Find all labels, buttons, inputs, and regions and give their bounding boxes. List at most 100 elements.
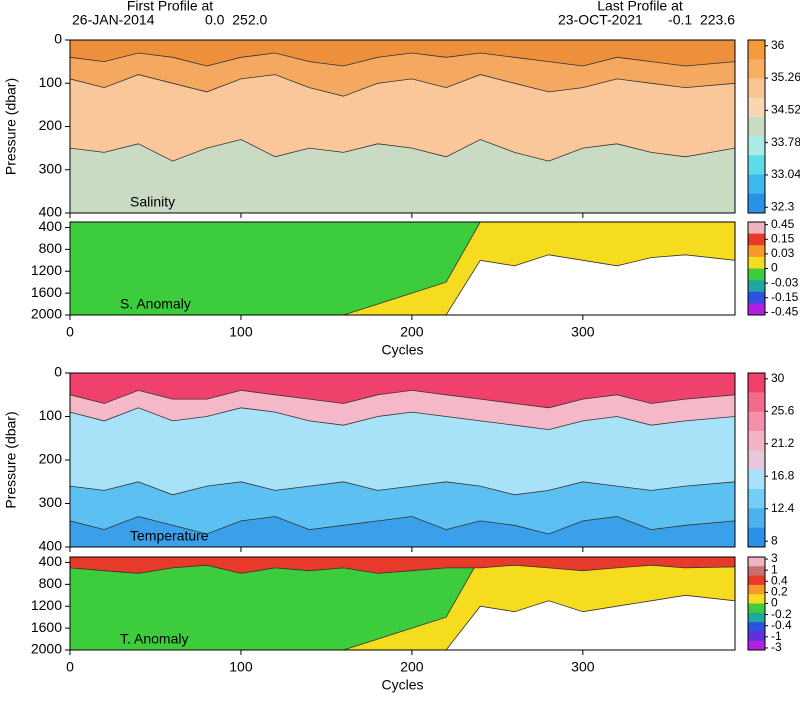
colorbar-band xyxy=(748,291,765,304)
y-tick-label: 300 xyxy=(39,160,63,176)
plot-frame xyxy=(69,556,736,651)
colorbar-band xyxy=(748,392,765,413)
colorbar-tick-label: 33.78 xyxy=(771,135,800,149)
colorbar-frame xyxy=(747,39,766,214)
y-axis-label: Pressure (dbar) xyxy=(3,411,19,508)
header-last-label: Last Profile at xyxy=(597,0,683,14)
x-tick-label: 0 xyxy=(66,324,74,340)
y-tick-label: 0 xyxy=(54,31,62,47)
y-tick-label: 400 xyxy=(39,538,63,554)
x-tick-label: 200 xyxy=(400,659,424,675)
y-tick-label: 400 xyxy=(39,553,63,569)
y-tick-label: 0 xyxy=(54,364,62,380)
plot-area xyxy=(70,40,735,213)
panel-label: S. Anomaly xyxy=(120,296,191,312)
colorbar-band xyxy=(748,622,765,632)
colorbar-tick-label: 34.52 xyxy=(771,103,800,117)
contour-line xyxy=(70,557,735,650)
header-first-pos: 0.0 252.0 xyxy=(205,12,267,28)
colorbar-band xyxy=(748,155,765,176)
y-tick-label: 800 xyxy=(39,240,63,256)
y-tick-label: 100 xyxy=(39,407,63,423)
colorbar-band xyxy=(748,256,765,269)
colorbar-frame xyxy=(747,372,766,548)
colorbar-tick-label: 36 xyxy=(771,38,785,52)
x-tick-label: 100 xyxy=(229,659,253,675)
plot-area xyxy=(70,222,735,315)
contour-line xyxy=(70,481,735,496)
colorbar-tick-label: 0.03 xyxy=(771,246,795,260)
y-tick-label: 1600 xyxy=(31,619,62,635)
colorbar-band xyxy=(748,193,765,214)
colorbar-band xyxy=(748,431,765,451)
colorbar-band xyxy=(748,40,765,60)
colorbar-tick-label: -0.45 xyxy=(771,305,799,319)
colorbar-band xyxy=(748,116,765,137)
colorbar-tick-label: 0 xyxy=(771,596,778,610)
colorbar-band xyxy=(748,566,765,577)
contour-line xyxy=(70,52,735,67)
contour-line xyxy=(70,139,735,162)
x-tick-label: 300 xyxy=(571,659,595,675)
colorbar-band xyxy=(748,557,765,567)
colorbar-band xyxy=(748,631,765,642)
x-tick-label: 100 xyxy=(229,324,253,340)
y-tick-label: 200 xyxy=(39,451,63,467)
x-axis-label: Cycles xyxy=(381,342,423,358)
header-first-label: First Profile at xyxy=(127,0,213,14)
colorbar-tick-label: 3 xyxy=(771,551,778,565)
colorbar-tick-label: 0.45 xyxy=(771,217,795,231)
contour-line xyxy=(70,254,735,315)
y-tick-label: 2000 xyxy=(31,641,62,657)
colorbar-tick-label: 16.8 xyxy=(771,468,795,482)
colorbar-tick-label: 0.4 xyxy=(771,573,788,587)
x-tick-label: 300 xyxy=(571,324,595,340)
colorbar-band xyxy=(748,603,765,614)
y-axis-label: Pressure (dbar) xyxy=(3,78,19,175)
panel-label: Salinity xyxy=(130,194,175,210)
header-first-date: 26-JAN-2014 xyxy=(72,12,155,28)
contour-line xyxy=(70,564,735,574)
y-tick-label: 1200 xyxy=(31,262,62,278)
colorbar-tick-label: -3 xyxy=(771,640,782,654)
colorbar-band xyxy=(748,450,765,471)
colorbar-tick-label: -0.03 xyxy=(771,275,799,289)
colorbar-tick-label: 0.2 xyxy=(771,585,788,599)
x-axis-label: Cycles xyxy=(381,677,423,693)
colorbar-band xyxy=(748,575,765,586)
colorbar-band xyxy=(748,508,765,529)
contour-line xyxy=(70,222,735,315)
contour-line xyxy=(70,74,735,97)
colorbar-band xyxy=(748,411,765,432)
contour-line xyxy=(70,594,735,650)
y-tick-label: 100 xyxy=(39,74,63,90)
colorbar-tick-label: 8 xyxy=(771,533,778,547)
colorbar-band xyxy=(748,489,765,509)
field-area xyxy=(70,373,735,408)
colorbar-band xyxy=(748,245,765,258)
plot-area xyxy=(70,373,735,547)
panel-label: T. Anomaly xyxy=(120,631,188,647)
y-tick-label: 300 xyxy=(39,494,63,510)
plot-frame xyxy=(69,221,736,316)
colorbar-tick-label: -1 xyxy=(771,629,782,643)
colorbar-tick-label: -0.4 xyxy=(771,618,792,632)
field-area xyxy=(70,222,735,315)
colorbar-band xyxy=(748,174,765,195)
field-area xyxy=(70,557,735,650)
colorbar-band xyxy=(748,78,765,99)
colorbar-band xyxy=(748,59,765,79)
y-tick-label: 400 xyxy=(39,204,63,220)
colorbar-tick-label: -0.15 xyxy=(771,290,799,304)
colorbar-band xyxy=(748,222,765,235)
colorbar-band xyxy=(748,594,765,604)
field-area xyxy=(70,40,735,66)
contour-line xyxy=(70,516,735,535)
colorbar-band xyxy=(748,233,765,246)
colorbar-tick-label: 1 xyxy=(771,562,778,576)
y-tick-label: 800 xyxy=(39,575,63,591)
contour-line xyxy=(70,389,735,409)
y-tick-label: 2000 xyxy=(31,306,62,322)
colorbar-tick-label: 0 xyxy=(771,261,778,275)
x-tick-label: 200 xyxy=(400,324,424,340)
